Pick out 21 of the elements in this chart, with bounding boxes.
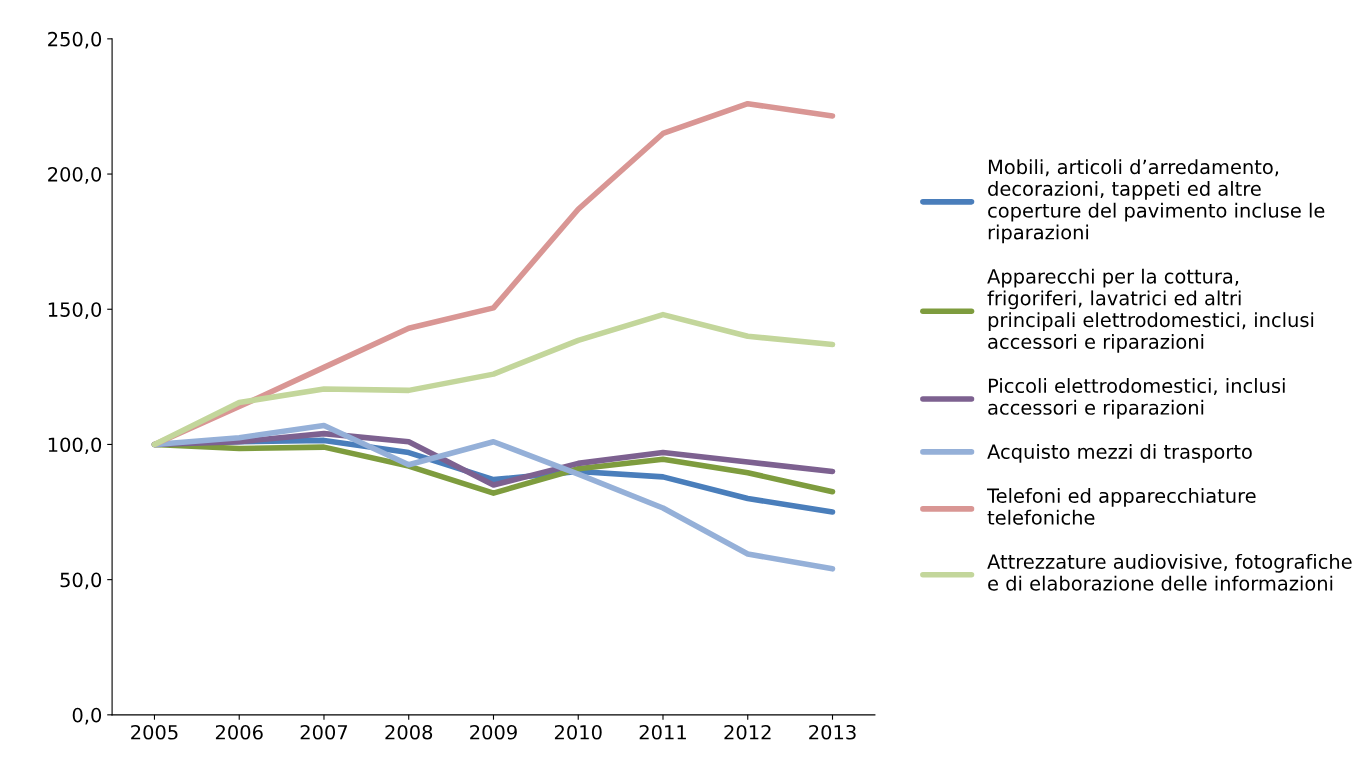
x-tick-label: 2006 [215,724,263,740]
x-tick-label: 2012 [724,724,771,740]
x-tick-label: 2008 [385,724,433,740]
y-tick-label: 50,0 [60,572,102,590]
legend-label: Telefoni ed apparecchiature telefoniche [987,488,1256,525]
y-tick-label: 100,0 [48,437,102,455]
legend-label: Acquisto mezzi di trasporto [987,443,1252,463]
y-tick-label: 200,0 [48,167,102,184]
x-tick-label: 2005 [131,724,178,740]
legend-label: Piccoli elettrodomestici, inclusi accessori e riparazioni [988,378,1285,419]
x-tick-label: 2009 [470,724,517,740]
x-tick-label: 2011 [639,724,686,740]
legend-label: Apparecchi per la cottura, frigoriferi, lavatrici ed altri principali elettrodomestici, inclusi accessori e riparazioni [987,268,1314,353]
legend-label: Mobili, articoli d’arredamento, decorazioni, tappeti ed altre coperture del pavimento incluse le riparazioni [988,159,1325,244]
x-tick-label: 2007 [300,724,348,740]
x-tick-label: 2010 [554,724,602,740]
y-tick-label: 0,0 [72,707,102,725]
legend-label: Attrezzature audiovisive, fotografiche e di elaborazione delle informazioni [987,553,1352,591]
x-tick-label: 2013 [809,724,856,740]
y-tick-label: 250,0 [48,31,102,49]
y-tick-label: 150,0 [48,302,102,319]
